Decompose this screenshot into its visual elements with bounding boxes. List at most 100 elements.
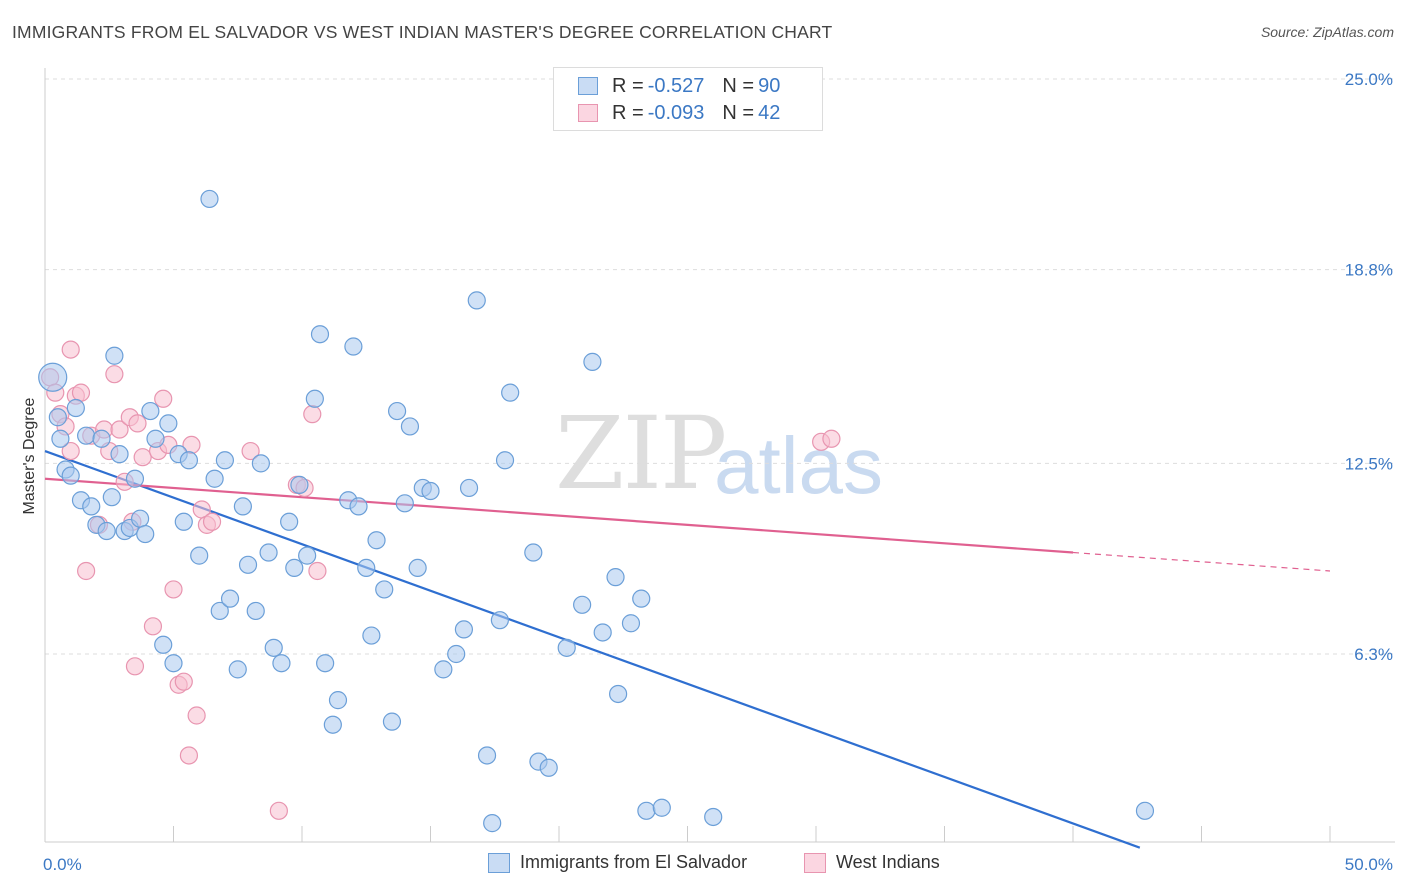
tick-labels: 6.3% 12.5% 18.8% 25.0% 0.0% 50.0% xyxy=(43,70,1393,874)
point-el-salvador xyxy=(82,497,101,516)
point-el-salvador xyxy=(434,660,453,679)
point-el-salvador xyxy=(328,691,348,710)
point-el-salvador xyxy=(146,429,165,448)
point-west-indian xyxy=(105,365,124,384)
point-el-salvador xyxy=(285,558,304,578)
chart-source: Source: ZipAtlas.com xyxy=(1260,24,1394,40)
point-el-salvador xyxy=(483,814,502,833)
point-el-salvador xyxy=(323,715,342,734)
point-el-salvador xyxy=(66,398,85,418)
point-el-salvador xyxy=(105,346,124,365)
legend-n-value: 42 xyxy=(758,101,781,124)
point-west-indian xyxy=(128,414,147,433)
point-el-salvador xyxy=(200,189,219,209)
bottom-legend-label-blue: Immigrants from El Salvador xyxy=(520,852,748,872)
point-el-salvador xyxy=(395,494,414,513)
point-el-salvador xyxy=(298,546,317,565)
point-el-salvador xyxy=(233,497,252,516)
point-el-salvador xyxy=(573,595,592,614)
point-el-salvador xyxy=(539,758,558,777)
point-el-salvador xyxy=(136,524,155,544)
legend-swatch-pink xyxy=(578,104,598,122)
point-el-salvador xyxy=(164,654,183,673)
point-el-salvador xyxy=(557,638,576,657)
legend-r-label: R = xyxy=(612,101,644,124)
watermark-zip: ZIP xyxy=(555,395,727,512)
point-el-salvador xyxy=(272,654,291,673)
point-el-salvador xyxy=(524,543,543,562)
point-el-salvador xyxy=(97,521,116,541)
point-el-salvador xyxy=(501,383,520,402)
trend-lines xyxy=(44,450,1331,849)
point-el-salvador xyxy=(344,337,363,356)
point-west-indian xyxy=(187,706,206,725)
point-west-indian xyxy=(61,441,80,461)
point-west-indian xyxy=(179,746,199,765)
bottom-legend-label-pink: West Indians xyxy=(836,852,940,872)
legend-n-label: N = xyxy=(722,74,755,97)
data-points xyxy=(38,189,1155,833)
bottom-legend-item-blue: Immigrants from El Salvador xyxy=(488,852,747,873)
point-el-salvador xyxy=(125,469,145,488)
point-el-salvador xyxy=(367,531,386,550)
point-west-indian xyxy=(269,801,288,820)
point-el-salvador xyxy=(215,451,234,470)
bottom-legend-item-pink: West Indians xyxy=(804,852,940,873)
y-tick-label: 12.5% xyxy=(1345,454,1393,473)
legend-box: R = -0.527 N = 90 R = -0.093 N = 42 xyxy=(553,67,823,131)
axes xyxy=(44,68,1395,843)
point-el-salvador xyxy=(357,558,376,578)
point-el-salvador xyxy=(1135,801,1155,820)
point-el-salvador xyxy=(593,623,612,642)
point-el-salvador xyxy=(621,614,641,633)
point-el-salvador xyxy=(447,644,466,664)
point-el-salvador xyxy=(467,291,486,310)
point-el-salvador xyxy=(609,684,628,704)
point-el-salvador xyxy=(190,546,209,565)
point-el-salvador xyxy=(387,401,407,421)
watermark-atlas: atlas xyxy=(714,421,883,510)
point-west-indian xyxy=(241,441,260,461)
point-west-indian xyxy=(71,383,91,402)
point-el-salvador xyxy=(238,555,258,574)
point-el-salvador xyxy=(159,414,178,433)
point-west-indian xyxy=(822,429,841,448)
bottom-legend: Immigrants from El Salvador West Indians xyxy=(0,852,1406,878)
legend-r-value: -0.527 xyxy=(647,74,705,97)
point-el-salvador xyxy=(210,601,229,621)
trend-line-west-indian-extension xyxy=(1072,551,1331,572)
legend-n-label: N = xyxy=(722,101,755,124)
trend-line-el-salvador xyxy=(44,450,1141,849)
x-tick-label: 0.0% xyxy=(43,855,82,874)
point-el-salvador xyxy=(454,620,474,639)
point-el-salvador xyxy=(349,497,368,516)
point-el-salvador xyxy=(316,654,335,673)
point-el-salvador xyxy=(38,362,68,392)
point-el-salvador xyxy=(382,712,402,731)
point-el-salvador xyxy=(495,451,515,470)
point-west-indian xyxy=(143,617,163,636)
point-west-indian xyxy=(164,580,183,599)
point-el-salvador xyxy=(400,417,420,436)
y-tick-label: 6.3% xyxy=(1354,645,1393,664)
point-el-salvador xyxy=(92,429,111,448)
point-el-salvador xyxy=(477,746,497,765)
point-el-salvador xyxy=(362,626,381,645)
point-el-salvador xyxy=(264,638,283,657)
chart-title: IMMIGRANTS FROM EL SALVADOR VS WEST INDI… xyxy=(12,22,833,42)
point-el-salvador xyxy=(606,568,625,587)
point-el-salvador xyxy=(174,512,193,531)
point-west-indian xyxy=(77,561,96,581)
point-el-salvador xyxy=(246,601,265,621)
point-el-salvador xyxy=(259,543,278,562)
point-el-salvador xyxy=(205,469,224,488)
point-el-salvador xyxy=(154,635,173,654)
point-el-salvador xyxy=(228,660,247,679)
point-el-salvador xyxy=(179,451,199,470)
point-west-indian xyxy=(303,405,322,424)
point-west-indian xyxy=(308,561,327,581)
bottom-legend-swatch-pink xyxy=(804,852,826,873)
point-el-salvador xyxy=(141,401,160,421)
point-west-indian xyxy=(202,512,222,531)
